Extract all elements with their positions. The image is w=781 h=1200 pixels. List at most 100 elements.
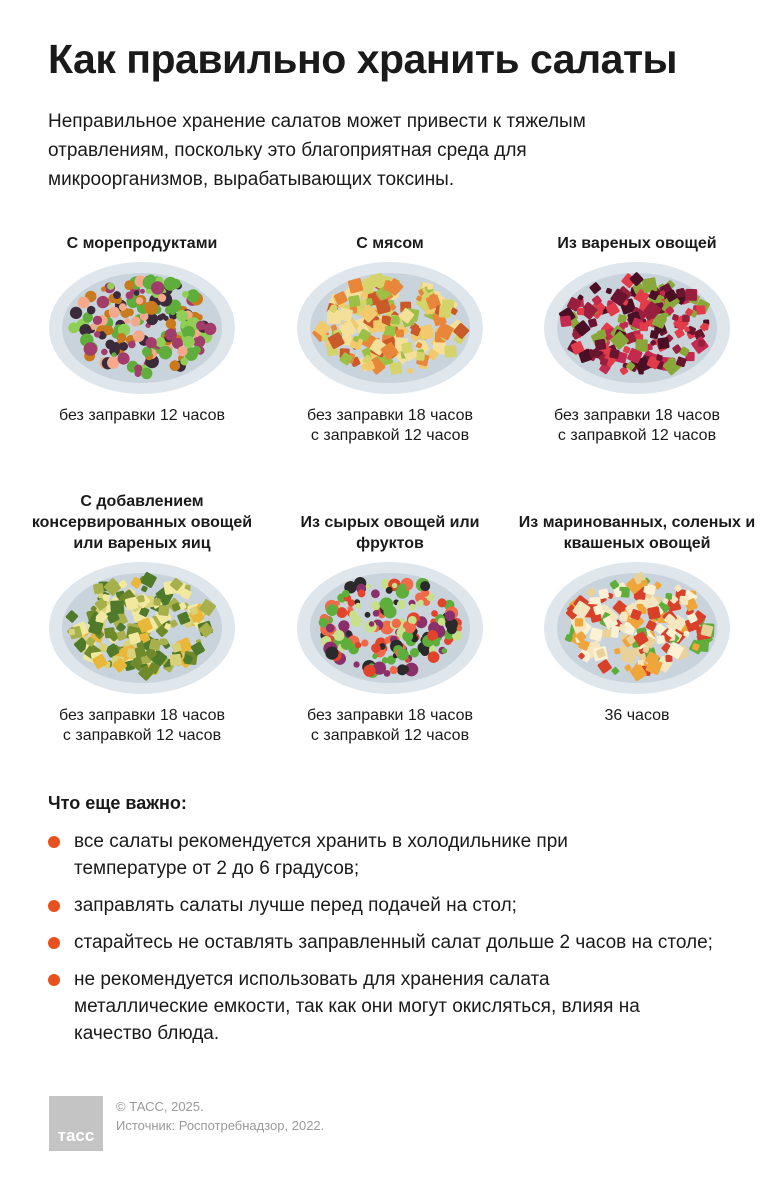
salad-ingredient xyxy=(150,281,165,295)
salad-ingredient xyxy=(624,664,632,672)
salad-ingredient xyxy=(342,335,352,346)
salad-ingredient xyxy=(619,366,629,375)
salad-ingredient xyxy=(128,632,141,645)
salad-ingredient xyxy=(659,290,666,297)
salad-ingredient xyxy=(594,338,607,351)
salad-ingredient xyxy=(437,598,447,608)
salad-ingredient xyxy=(159,638,167,646)
tass-logo: тасс xyxy=(49,1096,103,1151)
salad-ingredient xyxy=(355,602,362,609)
salad-ingredient xyxy=(564,634,573,643)
salad-ingredient xyxy=(416,620,423,627)
salad-ingredient xyxy=(85,637,96,647)
salad-ingredient xyxy=(645,620,657,631)
salad-ingredient xyxy=(180,357,189,366)
salad-ingredient xyxy=(381,657,389,664)
salad-ingredient xyxy=(593,604,604,616)
salad-ingredient xyxy=(144,647,158,660)
salad-ingredient xyxy=(94,598,108,611)
salad-ingredient xyxy=(82,312,93,323)
salad-ingredient xyxy=(696,305,706,315)
salad-card: С морепродуктами без заправки 12 часов xyxy=(17,190,267,426)
salad-ingredient xyxy=(629,272,644,286)
salad-ingredient xyxy=(662,357,681,376)
salad-ingredient xyxy=(391,582,398,589)
salad-ingredient xyxy=(182,335,195,349)
salad-ingredient xyxy=(416,295,422,302)
salad-ingredient xyxy=(107,282,115,290)
list-item: старайтесь не оставлять заправленный сал… xyxy=(48,929,748,956)
salad-ingredient xyxy=(601,628,612,639)
salad-ingredient xyxy=(421,588,430,597)
salad-ingredient xyxy=(375,299,391,315)
salad-ingredient xyxy=(127,363,133,370)
salad-ingredient xyxy=(347,599,355,607)
salad-ingredient xyxy=(348,295,361,308)
salad-ingredient xyxy=(637,659,644,666)
salad-plate-illustration xyxy=(297,262,483,394)
salad-ingredient xyxy=(365,297,373,306)
salad-ingredient xyxy=(578,652,585,660)
salad-ingredient xyxy=(371,601,381,611)
bullet-icon xyxy=(48,937,60,949)
salad-ingredient xyxy=(163,276,178,291)
salad-ingredient xyxy=(168,299,182,313)
salad-ingredient xyxy=(418,324,435,341)
salad-card: С мясом без заправки 18 часов с заправкой … xyxy=(265,190,515,446)
salad-ingredient xyxy=(651,313,667,329)
salad-ingredient xyxy=(656,354,663,362)
salad-ingredient xyxy=(68,322,80,334)
storage-line: с заправкой 12 часов xyxy=(557,427,717,444)
salad-ingredient xyxy=(580,302,598,320)
salad-ingredient xyxy=(679,346,690,357)
salad-ingredient xyxy=(338,307,353,322)
storage-time: без заправки 18 часов с заправкой 12 часо… xyxy=(17,706,267,746)
salad-ingredient xyxy=(169,653,182,666)
salad-plate-illustration xyxy=(49,262,235,394)
salad-ingredient xyxy=(645,658,663,675)
salad-ingredient xyxy=(395,329,404,338)
salad-ingredient xyxy=(371,589,380,599)
salad-ingredient xyxy=(124,318,130,324)
salad-ingredient xyxy=(666,627,677,638)
salad-ingredient xyxy=(383,323,396,336)
salad-ingredient xyxy=(651,330,659,338)
salad-ingredient xyxy=(591,295,602,306)
storage-line: без заправки 12 часов xyxy=(59,407,225,424)
storage-time: без заправки 18 часов с заправкой 12 часо… xyxy=(512,406,762,446)
salad-ingredient xyxy=(90,323,97,331)
salad-ingredient xyxy=(103,325,114,336)
salad-ingredient xyxy=(92,315,103,325)
salad-card: Из вареных овощей без заправки 18 часов с … xyxy=(512,190,762,446)
salad-ingredient xyxy=(405,623,416,634)
salad-ingredient xyxy=(96,295,110,309)
salad-ingredient xyxy=(446,624,457,635)
list-item-text: заправлять салаты лучше перед подачей на… xyxy=(74,895,517,916)
salad-ingredient xyxy=(409,603,416,611)
salad-heading: С морепродуктами xyxy=(66,235,218,252)
salad-ingredient xyxy=(409,647,420,658)
salad-ingredient xyxy=(357,589,366,598)
salad-ingredient xyxy=(674,328,685,339)
salad-ingredient xyxy=(118,303,127,311)
salad-ingredient xyxy=(559,315,572,327)
salad-ingredient xyxy=(158,345,173,360)
salad-ingredient xyxy=(577,294,584,301)
salad-ingredient xyxy=(359,299,367,306)
salad-ingredient xyxy=(142,346,153,357)
salad-ingredient xyxy=(398,308,415,324)
salad-ingredient xyxy=(158,604,170,617)
salad-ingredient xyxy=(98,592,104,599)
salad-heading: Из вареных овощей xyxy=(557,235,717,252)
salad-ingredient xyxy=(199,599,216,616)
salad-ingredient xyxy=(614,648,621,655)
salad-ingredient xyxy=(400,665,410,674)
salad-ingredient xyxy=(140,571,157,588)
salad-ingredient xyxy=(672,344,682,354)
salad-ingredient xyxy=(68,628,75,636)
salad-ingredient xyxy=(588,318,598,328)
salad-ingredient xyxy=(385,586,393,594)
salad-ingredient xyxy=(650,339,657,346)
salad-ingredient xyxy=(697,339,706,347)
salad-ingredient xyxy=(606,302,620,317)
